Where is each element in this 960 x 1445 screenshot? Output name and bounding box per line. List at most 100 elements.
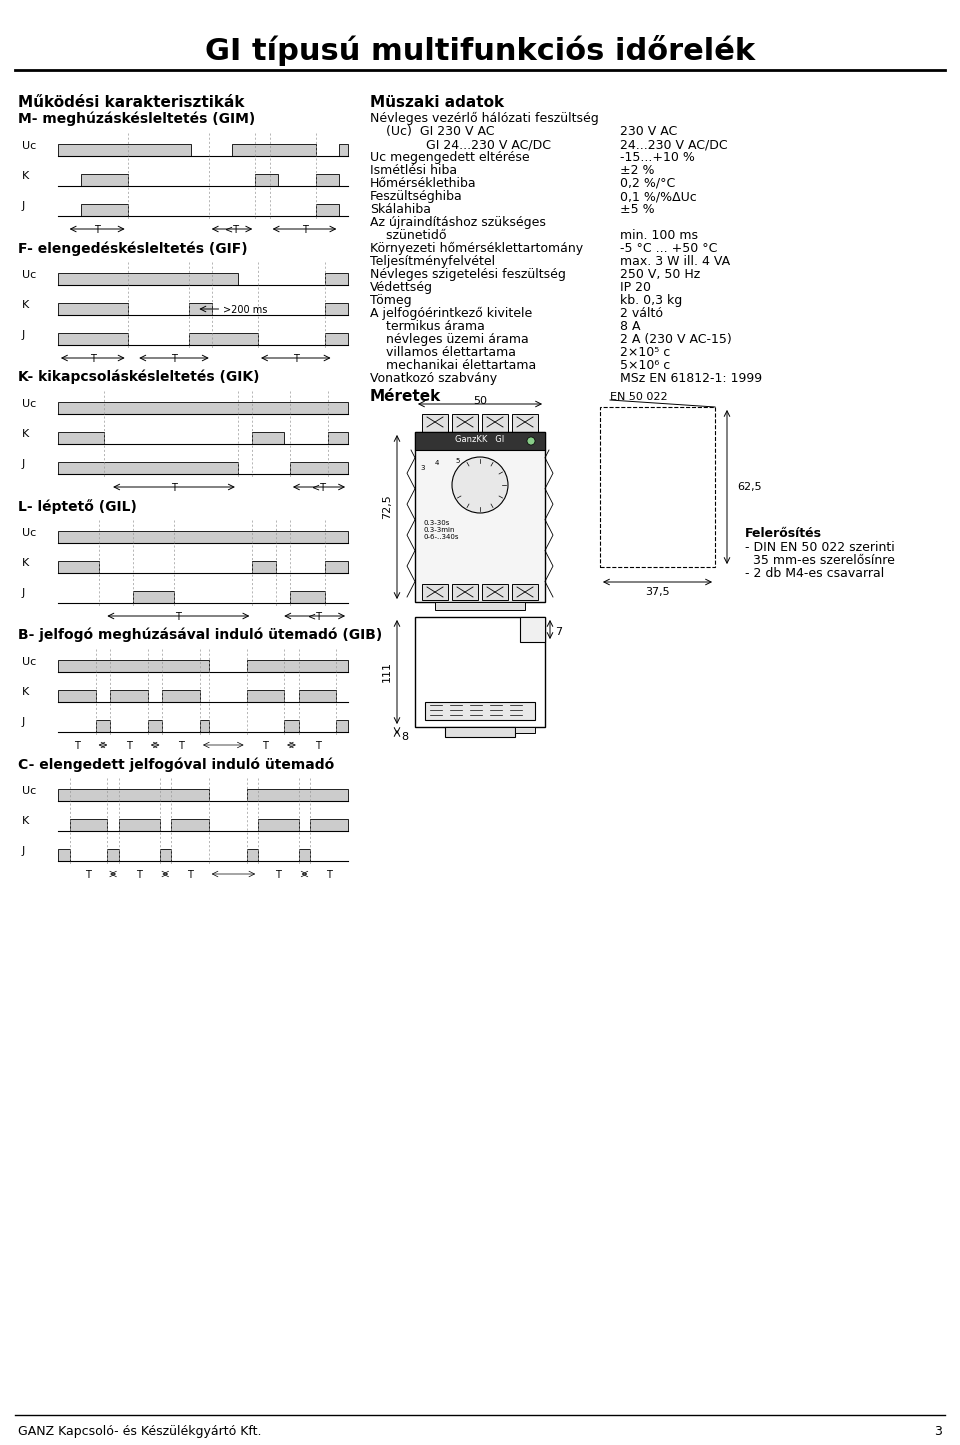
Bar [284, 720, 299, 733]
Bar [148, 720, 162, 733]
Bar [171, 819, 209, 831]
Text: <T: <T [307, 613, 322, 621]
Text: Uᴄ: Uᴄ [22, 142, 36, 150]
Text: K: K [22, 171, 29, 181]
Text: T: T [90, 354, 96, 364]
Bar [290, 591, 324, 603]
Bar [324, 332, 348, 345]
Text: K: K [22, 816, 29, 827]
Bar [324, 561, 348, 574]
Text: Névleges vezérlő hálózati feszültség: Névleges vezérlő hálózati feszültség [370, 113, 599, 126]
Text: GANZ Kapcsoló- és Készülékgyártó Kft.: GANZ Kapcsoló- és Készülékgyártó Kft. [18, 1425, 261, 1438]
Text: GI 24...230 V AC/DC: GI 24...230 V AC/DC [370, 139, 551, 150]
Text: T: T [276, 870, 281, 880]
Text: K- kikapcsoláskésleltetés (GIK): K- kikapcsoláskésleltetés (GIK) [18, 370, 259, 384]
Bar [512, 415, 538, 432]
Text: T: T [315, 741, 321, 751]
Text: MSz EN 61812-1: 1999: MSz EN 61812-1: 1999 [620, 371, 762, 384]
Bar [252, 432, 284, 444]
Text: -5 °C ... +50 °C: -5 °C ... +50 °C [620, 241, 717, 254]
Text: Uᴄ: Uᴄ [22, 270, 36, 280]
Text: T: T [326, 870, 332, 880]
Bar [415, 432, 545, 603]
Bar [96, 720, 110, 733]
Bar [445, 727, 515, 737]
Text: J: J [22, 329, 25, 340]
Text: Védettség: Védettség [370, 280, 433, 293]
Text: villamos élettartama: villamos élettartama [370, 345, 516, 358]
Text: K: K [22, 301, 29, 311]
Text: T: T [176, 613, 181, 621]
Text: 3: 3 [420, 465, 424, 471]
Text: 24...230 V AC/DC: 24...230 V AC/DC [620, 139, 728, 150]
Text: szünetidő: szünetidő [370, 228, 446, 241]
Bar [324, 303, 348, 315]
Text: <T: <T [312, 483, 326, 493]
Text: EN 50 022: EN 50 022 [610, 392, 667, 402]
Text: T: T [179, 741, 184, 751]
Text: 0-6-..340s: 0-6-..340s [423, 535, 459, 540]
Bar [520, 617, 545, 642]
Bar [58, 850, 69, 861]
Text: T: T [126, 741, 132, 751]
Text: -15...+10 %: -15...+10 % [620, 150, 695, 163]
Bar [82, 173, 128, 186]
Text: 0.3-30s: 0.3-30s [423, 520, 449, 526]
Bar [290, 462, 348, 474]
Bar [327, 432, 348, 444]
Text: Az újraindításhoz szükséges: Az újraindításhoz szükséges [370, 215, 546, 228]
Text: T: T [293, 354, 299, 364]
Bar [435, 603, 525, 610]
Bar [316, 173, 339, 186]
Bar [422, 415, 448, 432]
Bar [316, 204, 339, 215]
Circle shape [452, 457, 508, 513]
Text: 5×10⁶ c: 5×10⁶ c [620, 358, 670, 371]
Text: T: T [262, 741, 268, 751]
Circle shape [527, 436, 535, 445]
Text: T: T [94, 225, 100, 236]
Text: 230 V AC: 230 V AC [620, 126, 677, 139]
Text: IP 20: IP 20 [620, 280, 651, 293]
Bar [422, 584, 448, 600]
Text: 0,1 %/%ΔUᴄ: 0,1 %/%ΔUᴄ [620, 189, 697, 202]
Text: 50: 50 [473, 396, 487, 406]
Text: T: T [85, 870, 91, 880]
Text: 72,5: 72,5 [382, 494, 392, 519]
Bar [452, 584, 478, 600]
Text: - 2 db M4-es csavarral: - 2 db M4-es csavarral [745, 566, 884, 579]
Bar [299, 691, 336, 702]
Text: Felerősítés: Felerősítés [745, 527, 822, 540]
Bar [159, 850, 171, 861]
Text: - DIN EN 50 022 szerinti: - DIN EN 50 022 szerinti [745, 540, 895, 553]
Text: B- jelfogó meghúzásával induló ütemadó (GIB): B- jelfogó meghúzásával induló ütemadó (… [18, 629, 382, 643]
Bar [58, 303, 128, 315]
Text: Uᴄ megengedett eltérése: Uᴄ megengedett eltérése [370, 150, 530, 163]
Text: T: T [171, 354, 177, 364]
Text: >200 ms: >200 ms [224, 305, 268, 315]
Text: C- elengedett jelfogóval induló ütemadó: C- elengedett jelfogóval induló ütemadó [18, 757, 334, 772]
Text: Uᴄ: Uᴄ [22, 399, 36, 409]
Text: 35 mm-es szerelősínre: 35 mm-es szerelősínre [745, 553, 895, 566]
Bar [58, 530, 348, 543]
Text: Működési karakterisztikák: Működési karakterisztikák [18, 95, 245, 110]
Text: 0.3-3min: 0.3-3min [423, 527, 454, 533]
Bar [58, 332, 128, 345]
Bar [58, 462, 238, 474]
Text: 62,5: 62,5 [737, 483, 761, 491]
Bar [133, 591, 174, 603]
Text: Feszültséghiba: Feszültséghiba [370, 189, 463, 202]
Text: J: J [22, 201, 25, 211]
Text: Hőmérséklethiba: Hőmérséklethiba [370, 176, 476, 189]
Text: 111: 111 [382, 662, 392, 682]
Bar [415, 617, 545, 727]
Bar [58, 144, 191, 156]
Text: Környezeti hőmérséklettartomány: Környezeti hőmérséklettartomány [370, 241, 583, 256]
Text: névleges üzemi árama: névleges üzemi árama [370, 332, 529, 345]
Bar [482, 415, 508, 432]
Text: T: T [74, 741, 80, 751]
Text: 2 váltó: 2 váltó [620, 306, 663, 319]
Bar [58, 273, 238, 285]
Bar [339, 144, 348, 156]
Bar [252, 561, 276, 574]
